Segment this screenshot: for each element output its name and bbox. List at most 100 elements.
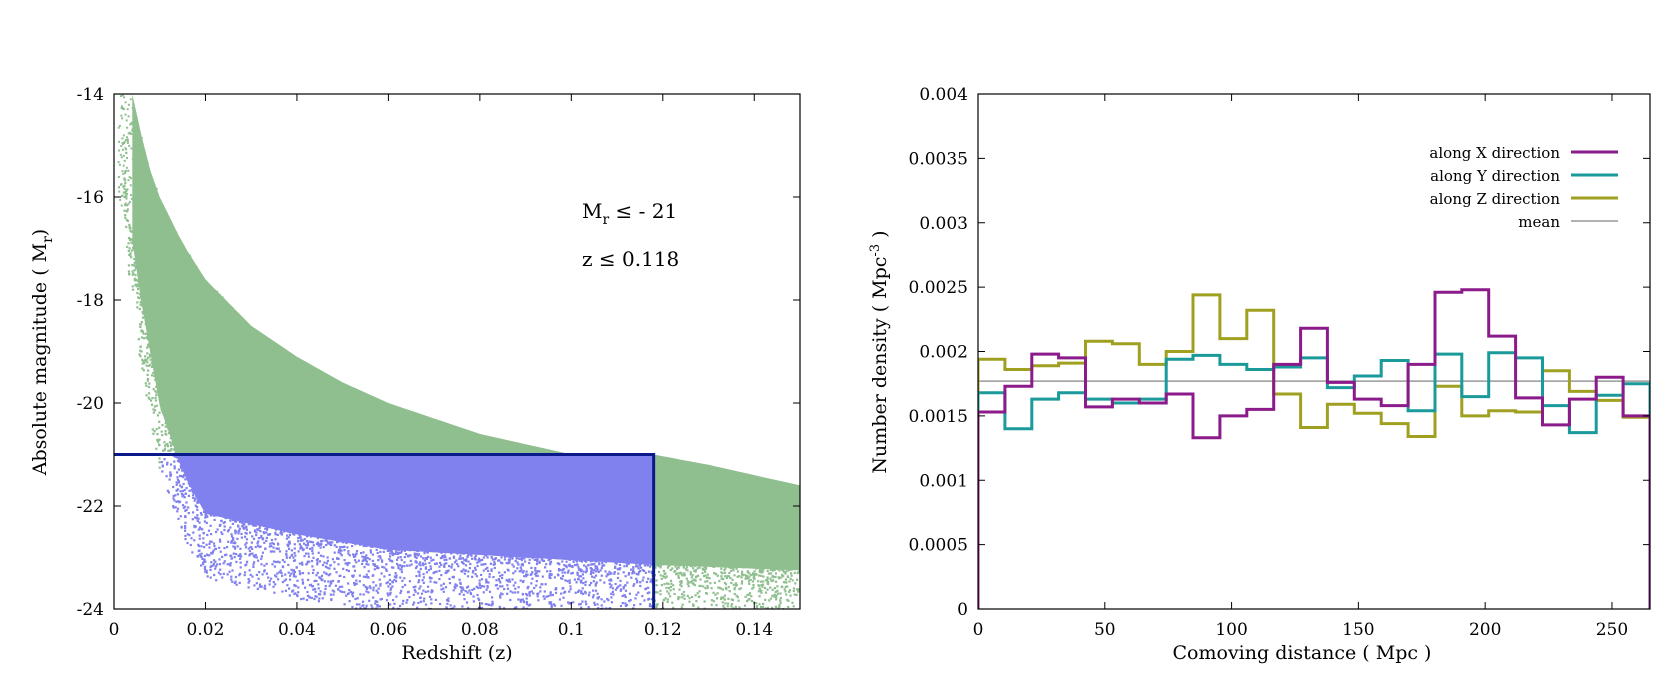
scatter-point <box>419 564 422 567</box>
scatter-point <box>202 355 205 358</box>
scatter-point <box>184 505 187 508</box>
scatter-point <box>624 589 628 592</box>
scatter-point <box>414 590 417 593</box>
scatter-point <box>385 569 388 572</box>
scatter-point <box>182 327 185 330</box>
y-tick-label: -14 <box>77 85 104 105</box>
scatter-point <box>593 563 596 566</box>
scatter-point <box>138 177 141 180</box>
scatter-point <box>137 171 140 173</box>
scatter-point <box>159 284 162 287</box>
scatter-point <box>579 570 582 573</box>
scatter-point <box>755 602 758 605</box>
scatter-point <box>436 611 438 613</box>
scatter-point <box>351 541 355 544</box>
scatter-point <box>727 575 730 578</box>
scatter-point <box>337 563 340 566</box>
scatter-point <box>767 611 769 613</box>
scatter-point <box>301 546 304 550</box>
scatter-point <box>558 598 561 601</box>
scatter-point <box>415 560 418 563</box>
scatter-point <box>164 444 167 447</box>
scatter-point <box>511 616 513 618</box>
scatter-point <box>450 549 453 553</box>
x-tick-label: 0 <box>973 620 984 640</box>
scatter-point <box>522 579 525 583</box>
scatter-point <box>130 256 133 259</box>
scatter-point <box>534 567 537 570</box>
scatter-point <box>519 598 522 601</box>
scatter-point <box>486 585 489 588</box>
scatter-point <box>226 573 229 576</box>
scatter-point <box>424 603 428 606</box>
scatter-point <box>252 338 255 341</box>
scatter-point <box>355 540 358 543</box>
scatter-point <box>189 543 192 547</box>
scatter-point <box>171 246 174 249</box>
scatter-point <box>629 560 632 563</box>
scatter-point <box>757 580 760 583</box>
scatter-point <box>797 588 800 591</box>
scatter-point <box>212 349 215 352</box>
scatter-point <box>781 573 784 576</box>
scatter-point <box>655 606 658 609</box>
scatter-point <box>277 543 280 546</box>
scatter-point <box>371 574 374 577</box>
scatter-point <box>603 619 605 621</box>
scatter-point <box>174 303 177 305</box>
scatter-point <box>291 553 294 556</box>
scatter-point <box>596 567 599 570</box>
scatter-point <box>488 573 491 576</box>
scatter-point <box>748 582 751 585</box>
scatter-point <box>194 344 197 347</box>
scatter-point <box>707 624 709 626</box>
scatter-point <box>191 284 194 286</box>
scatter-point <box>250 523 253 526</box>
x-tick-label: 0.06 <box>369 620 407 640</box>
scatter-point <box>119 198 122 201</box>
scatter-point <box>705 592 708 595</box>
y-tick-label: 0.002 <box>919 343 968 363</box>
scatter-point <box>192 349 195 351</box>
scatter-point <box>232 541 235 545</box>
x-tick-label: 100 <box>1215 620 1247 640</box>
scatter-point <box>158 443 161 446</box>
scatter-point <box>656 591 659 594</box>
scatter-point <box>592 589 595 592</box>
scatter-point <box>193 499 196 502</box>
scatter-point <box>137 134 140 137</box>
scatter-point <box>422 576 425 579</box>
scatter-point <box>403 565 406 568</box>
scatter-point <box>244 429 247 432</box>
scatter-point <box>222 352 225 355</box>
scatter-point <box>677 575 680 578</box>
scatter-point <box>561 616 563 618</box>
scatter-point <box>367 570 370 573</box>
scatter-point <box>247 410 250 413</box>
scatter-point <box>462 593 465 596</box>
scatter-point <box>424 562 427 565</box>
scatter-point <box>218 538 222 541</box>
scatter-point <box>693 584 696 587</box>
scatter-point <box>775 598 778 601</box>
scatter-point <box>387 594 390 597</box>
scatter-point <box>355 603 359 606</box>
scatter-point <box>181 300 184 303</box>
scatter-point <box>217 384 220 387</box>
scatter-point <box>594 565 597 568</box>
scatter-point <box>702 563 705 566</box>
scatter-point <box>773 568 776 571</box>
scatter-point <box>145 394 148 397</box>
scatter-point <box>627 562 630 565</box>
scatter-point <box>748 575 751 578</box>
scatter-point <box>196 508 199 511</box>
x-tick-label: 150 <box>1342 620 1374 640</box>
scatter-point <box>126 141 129 144</box>
scatter-point <box>144 382 147 385</box>
scatter-point <box>152 371 155 375</box>
scatter-point <box>509 555 512 558</box>
scatter-point <box>241 367 244 370</box>
scatter-point <box>154 216 157 219</box>
scatter-point <box>141 362 144 365</box>
scatter-point <box>431 549 434 552</box>
